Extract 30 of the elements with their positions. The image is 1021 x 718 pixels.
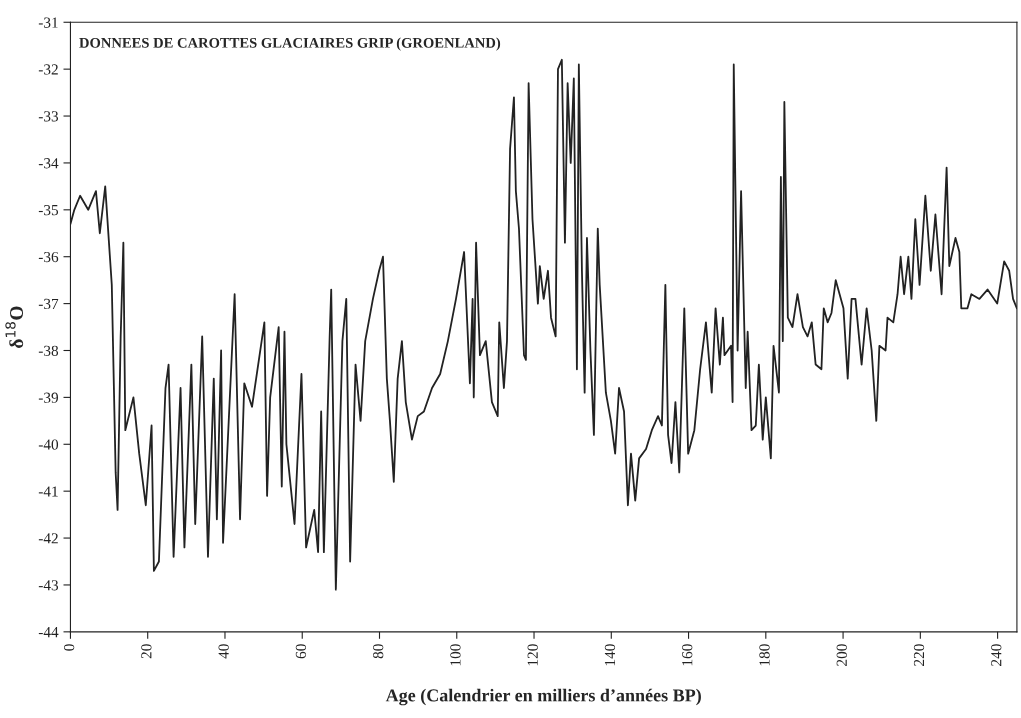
y-tick-label: -43: [38, 580, 59, 591]
y-tick-label: -37: [38, 298, 59, 310]
x-tick-label: 180: [759, 644, 770, 666]
x-tick-label: 200: [836, 644, 847, 666]
y-tick-label: -33: [38, 111, 59, 122]
x-tick-label: 140: [604, 644, 616, 666]
x-axis-title: Age (Calendrier en milliers d’années BP): [385, 688, 701, 706]
text: DONNEES DE CAROTTES GLACIAIRES GRIP (GROENLAND): [79, 37, 501, 51]
y-tick-label: -35: [38, 205, 59, 216]
x-tick-label: 220: [913, 644, 925, 666]
x-tick-label: 20: [141, 644, 152, 659]
y-tick-label: -38: [38, 345, 59, 356]
x-tick-label: 100: [450, 644, 461, 666]
y-tick-label: -40: [38, 439, 59, 450]
y-tick-label: -36: [38, 251, 59, 263]
x-tick-label: 60: [295, 644, 307, 659]
x-tick-label: 120: [527, 644, 538, 666]
y-tick-label: -42: [38, 533, 58, 544]
y-axis-title: δ$^{18}$O: [5, 306, 24, 349]
y-tick-label: -31: [38, 17, 58, 28]
y-tick-label: -41: [38, 486, 58, 497]
x-tick-label: 0: [63, 644, 75, 651]
x-tick-label: 80: [373, 644, 384, 659]
y-tick-label: -39: [38, 392, 59, 403]
x-tick-label: 240: [991, 644, 1002, 666]
x-tick-label: 40: [218, 644, 229, 659]
y-tick-label: -34: [38, 158, 59, 169]
x-tick-label: 160: [682, 644, 693, 666]
y-tick-label: -44: [38, 627, 59, 638]
y-tick-label: -32: [38, 64, 58, 75]
